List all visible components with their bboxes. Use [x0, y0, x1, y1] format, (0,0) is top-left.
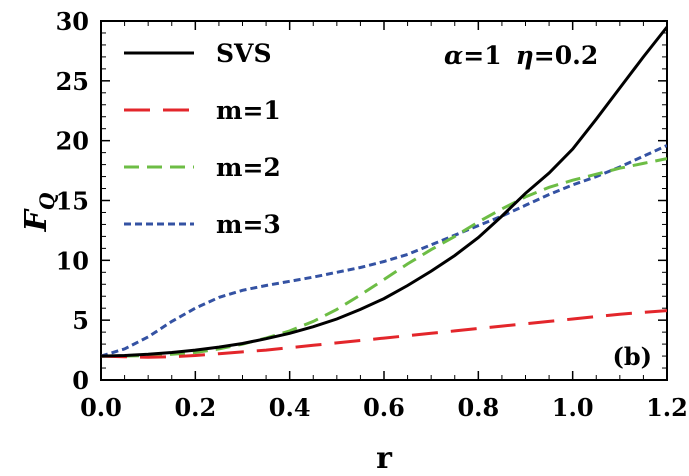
series-line-svs: [101, 26, 667, 358]
x-tick-label: 1.0: [552, 393, 594, 422]
x-tick-label: 0.4: [269, 393, 311, 422]
legend-label: SVS: [216, 39, 272, 68]
y-axis-title-main: F: [19, 207, 54, 232]
y-tick-label: 30: [56, 7, 89, 36]
x-tick-label: 0.2: [174, 393, 216, 422]
y-tick-label: 5: [72, 306, 89, 335]
series-line-m-1: [101, 309, 667, 359]
y-tick-label: 10: [56, 246, 89, 275]
y-axis-title: FQ: [19, 192, 59, 232]
y-tick-label: 15: [56, 187, 89, 216]
plot-frame: [100, 20, 668, 381]
y-axis-title-subscript: Q: [35, 192, 59, 210]
legend: SVS m=1 m=2 m=3: [124, 39, 281, 239]
alpha-symbol: α: [444, 41, 463, 70]
parameter-annotation: α=1 η=0.2: [444, 41, 598, 70]
x-tick-label: 1.2: [646, 393, 688, 422]
y-tick-label: 20: [56, 127, 89, 156]
y-tick-label: 0: [72, 366, 89, 395]
legend-label: m=3: [216, 210, 281, 239]
x-tick-label: 0.8: [457, 393, 499, 422]
panel-label: (b): [613, 342, 653, 371]
y-axis-ticks: 0 5 10 15 20 25 30: [56, 7, 667, 395]
legend-label: m=1: [216, 96, 281, 125]
x-tick-label: 0.0: [80, 393, 122, 422]
x-axis-title: r: [376, 441, 393, 476]
x-axis-ticks: 0.0 0.2 0.4 0.6 0.8 1.0 1.2: [80, 21, 688, 422]
x-tick-label: 0.6: [363, 393, 405, 422]
series-line-m-2: [101, 157, 667, 358]
alpha-value: =1: [463, 41, 501, 70]
series-layer: [101, 26, 667, 359]
svg-text:FQ: FQ: [19, 192, 59, 232]
eta-value: =0.2: [534, 41, 598, 70]
legend-label: m=2: [216, 153, 281, 182]
y-tick-label: 25: [56, 67, 89, 96]
series-line-m-3: [101, 144, 667, 358]
eta-symbol: η: [516, 41, 534, 70]
